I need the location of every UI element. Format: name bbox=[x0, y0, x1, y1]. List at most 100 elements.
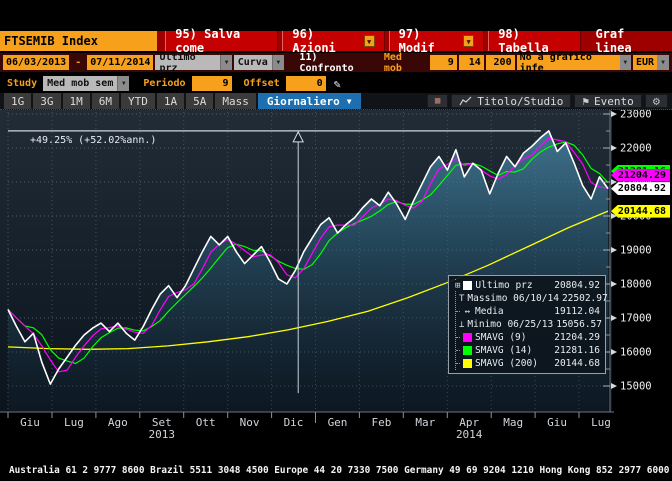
svg-text:Ago: Ago bbox=[108, 416, 128, 429]
svg-text:22000: 22000 bbox=[620, 143, 652, 155]
date-from-field[interactable]: 06/03/2013 bbox=[3, 55, 70, 70]
periodicity-label: Giornaliero bbox=[266, 94, 340, 108]
legend-value: 21281.16 bbox=[554, 345, 600, 356]
legend-label: SMAVG (200) bbox=[475, 358, 538, 369]
title-study-button[interactable]: Titolo/Studio bbox=[451, 94, 572, 108]
actions-label: 96) Azioni bbox=[292, 27, 336, 55]
tab-range-1a[interactable]: 1A bbox=[156, 93, 185, 109]
tab-periodicity[interactable]: Giornaliero ▼ bbox=[257, 93, 361, 109]
chart-type-label[interactable]: Graf linea bbox=[595, 27, 632, 55]
svg-text:2013: 2013 bbox=[149, 428, 176, 440]
svg-text:18000: 18000 bbox=[620, 279, 652, 291]
svg-text:Nov: Nov bbox=[240, 416, 260, 429]
svg-text:Lug: Lug bbox=[64, 416, 84, 429]
legend-value: 15056.57 bbox=[556, 319, 602, 330]
moving-average-label: Med mob bbox=[383, 51, 402, 74]
terminal-footer: Australia 61 2 9777 8600 Brazil 5511 304… bbox=[9, 442, 669, 481]
price-badge: 20804.92 bbox=[611, 182, 670, 196]
price-field-dropdown[interactable]: Ultimo prz ▼ bbox=[155, 52, 232, 74]
currency-value: EUR bbox=[632, 55, 658, 70]
save-as-button[interactable]: 95) Salva come bbox=[165, 27, 279, 55]
legend-label: Massimo 06/10/14 bbox=[467, 293, 559, 304]
main-toolbar: FTSEMIB Index 95) Salva come 96) Azioni … bbox=[0, 27, 672, 55]
currency-dropdown[interactable]: EUR ▼ bbox=[632, 55, 670, 70]
chart-legend[interactable]: ⊞ Ultimo prz 20804.92 T Massimo 06/10/14 2250… bbox=[448, 275, 608, 374]
title-study-label: Titolo/Studio bbox=[477, 94, 564, 108]
svg-text:19000: 19000 bbox=[620, 245, 652, 257]
legend-row[interactable]: SMAVG (9) 21204.29 bbox=[456, 331, 600, 344]
svg-text:Lug: Lug bbox=[591, 416, 611, 429]
study-controls-row: Study Med mob sem ▼ Periodo 9 Offset 0 ✎ bbox=[0, 74, 672, 93]
chevron-down-icon[interactable]: ▼ bbox=[220, 55, 232, 70]
chart-controls-row: 06/03/2013 - 07/11/2014 Ultimo prz ▼ Cur… bbox=[0, 51, 672, 74]
price-badge: 21204.29 bbox=[611, 168, 670, 182]
svg-text:Mar: Mar bbox=[415, 416, 435, 429]
tab-range-6m[interactable]: 6M bbox=[91, 93, 119, 109]
svg-text:Set: Set bbox=[152, 416, 172, 429]
legend-value: 19112.04 bbox=[554, 306, 600, 317]
range-tab-bar: 1G 3G 1M 6M YTD 1A 5A Mass Giornaliero ▼ ▦ Tito… bbox=[0, 93, 672, 110]
svg-text:Dic: Dic bbox=[284, 416, 304, 429]
pencil-icon[interactable]: ✎ bbox=[333, 76, 341, 91]
svg-text:Feb: Feb bbox=[371, 416, 391, 429]
svg-text:Giu: Giu bbox=[547, 416, 567, 429]
chevron-down-icon[interactable]: ▼ bbox=[117, 76, 130, 91]
legend-swatch bbox=[463, 333, 472, 342]
annotation-button[interactable]: ▦ bbox=[426, 94, 449, 108]
price-field-value: Ultimo prz bbox=[155, 52, 221, 74]
legend-label: SMAVG (9) bbox=[475, 332, 527, 343]
lower-panel-dropdown[interactable]: No a grafico infe ▼ bbox=[516, 52, 631, 74]
chart-line-icon bbox=[459, 96, 472, 106]
study-label: Study bbox=[7, 78, 38, 89]
expand-icon[interactable]: ⊞ bbox=[455, 280, 461, 291]
legend-row[interactable]: SMAVG (200) 20144.68 bbox=[456, 357, 600, 370]
period-input[interactable]: 9 bbox=[191, 76, 232, 91]
smavg9-line bbox=[7, 137, 609, 373]
legend-swatch bbox=[463, 346, 472, 355]
chevron-down-icon[interactable]: ▼ bbox=[619, 55, 631, 70]
tab-range-3g[interactable]: 3G bbox=[33, 93, 61, 109]
lower-panel-value: No a grafico infe bbox=[516, 52, 620, 74]
settings-button[interactable]: ⚙ bbox=[644, 94, 668, 108]
mov-avg-input-1[interactable]: 9 bbox=[429, 55, 457, 70]
curve-dropdown[interactable]: Curva ▼ bbox=[233, 55, 284, 70]
legend-row[interactable]: T Massimo 06/10/14 22502.97 bbox=[456, 292, 608, 305]
chevron-down-icon[interactable]: ▼ bbox=[271, 55, 284, 70]
tab-range-1g[interactable]: 1G bbox=[4, 93, 32, 109]
legend-marker-icon: T bbox=[459, 293, 465, 304]
legend-row[interactable]: ↔ Media 19112.04 bbox=[456, 305, 600, 318]
study-value: Med mob sem bbox=[43, 76, 118, 91]
actions-button[interactable]: 96) Azioni ▼ bbox=[282, 27, 385, 55]
price-line bbox=[7, 130, 609, 385]
mov-avg-input-2[interactable]: 14 bbox=[458, 55, 484, 70]
compare-button[interactable]: 11) Confronto bbox=[299, 51, 354, 74]
smavg200-line bbox=[7, 210, 609, 350]
table-button[interactable]: 98) Tabella bbox=[488, 27, 582, 55]
legend-value: 21204.29 bbox=[554, 332, 600, 343]
legend-row[interactable]: SMAVG (14) 21281.16 bbox=[456, 344, 600, 357]
event-button[interactable]: ⚑ Evento bbox=[574, 94, 642, 108]
legend-row[interactable]: ⊥ Minimo 06/25/13 15056.57 bbox=[456, 318, 602, 331]
study-dropdown[interactable]: Med mob sem ▼ bbox=[43, 76, 130, 91]
edit-button[interactable]: 97) Modif ▼ bbox=[388, 27, 485, 55]
smavg14-line bbox=[7, 141, 609, 365]
offset-label: Offset bbox=[243, 78, 280, 89]
chevron-down-icon[interactable]: ▼ bbox=[657, 55, 670, 70]
mov-avg-input-3[interactable]: 200 bbox=[485, 55, 515, 70]
percent-change-annotation[interactable]: +49.25% (+52.02%ann.) bbox=[8, 130, 541, 394]
chevron-down-icon[interactable]: ▼ bbox=[363, 35, 375, 47]
legend-value: 20144.68 bbox=[554, 358, 600, 369]
tab-range-1m[interactable]: 1M bbox=[62, 93, 90, 109]
tab-range-mass[interactable]: Mass bbox=[215, 93, 256, 109]
tab-range-5a[interactable]: 5A bbox=[186, 93, 214, 109]
legend-row[interactable]: ⊞ Ultimo prz 20804.92 bbox=[455, 279, 600, 292]
tab-range-ytd[interactable]: YTD bbox=[121, 93, 155, 109]
range-tabs: 1G 3G 1M 6M YTD 1A 5A Mass bbox=[4, 93, 256, 109]
date-to-field[interactable]: 07/11/2014 bbox=[87, 55, 154, 70]
chevron-down-icon[interactable]: ▼ bbox=[463, 35, 475, 47]
legend-marker-icon: ↔ bbox=[464, 306, 471, 317]
offset-input[interactable]: 0 bbox=[285, 76, 326, 91]
security-ticker[interactable]: FTSEMIB Index bbox=[0, 31, 158, 51]
period-label: Periodo bbox=[143, 78, 186, 89]
